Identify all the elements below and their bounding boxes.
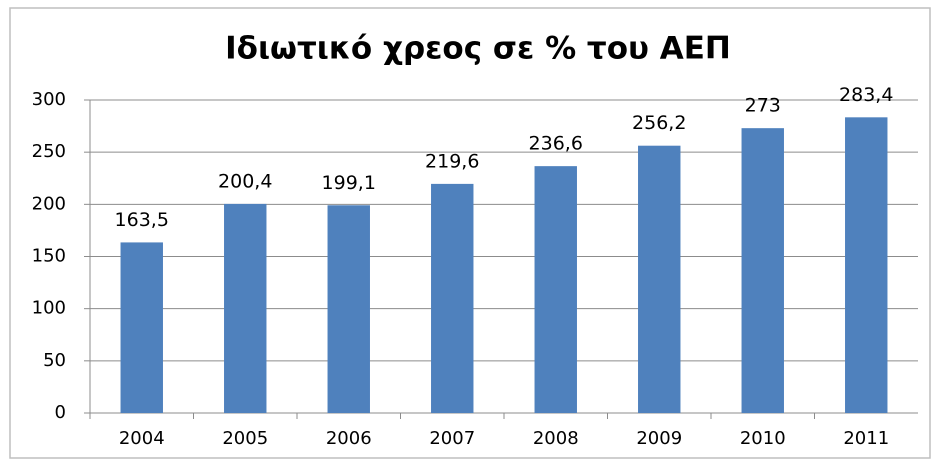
x-tick-label: 2004	[119, 428, 165, 449]
x-tick-label: 2007	[429, 428, 475, 449]
bar	[534, 166, 577, 413]
bar	[327, 205, 370, 413]
data-label: 200,4	[218, 170, 272, 192]
x-tick-label: 2005	[222, 428, 268, 449]
bar	[224, 203, 267, 413]
data-label: 273	[745, 95, 781, 117]
y-tick-label: 250	[32, 141, 66, 162]
data-label: 219,6	[425, 150, 479, 172]
x-tick-label: 2006	[326, 428, 372, 449]
y-tick-label: 200	[32, 193, 66, 214]
bar	[638, 145, 681, 413]
y-tick-label: 0	[55, 402, 66, 423]
data-label: 283,4	[839, 84, 893, 106]
data-label: 199,1	[322, 172, 376, 194]
data-label: 256,2	[632, 112, 686, 134]
bar	[741, 128, 784, 414]
bar	[845, 117, 888, 413]
data-label: 163,5	[115, 209, 169, 231]
y-tick-label: 300	[32, 89, 66, 110]
y-tick-label: 150	[32, 246, 66, 267]
data-label: 236,6	[529, 133, 583, 155]
y-tick-label: 100	[32, 298, 66, 319]
x-tick-label: 2008	[533, 428, 579, 449]
x-tick-label: 2011	[843, 428, 889, 449]
bar	[431, 183, 474, 413]
bar	[120, 242, 163, 413]
y-tick-label: 50	[43, 350, 66, 371]
x-tick-label: 2009	[636, 428, 682, 449]
chart-title: Ιδιωτικό χρεος σε % του ΑΕΠ	[225, 31, 731, 67]
x-tick-label: 2010	[740, 428, 786, 449]
